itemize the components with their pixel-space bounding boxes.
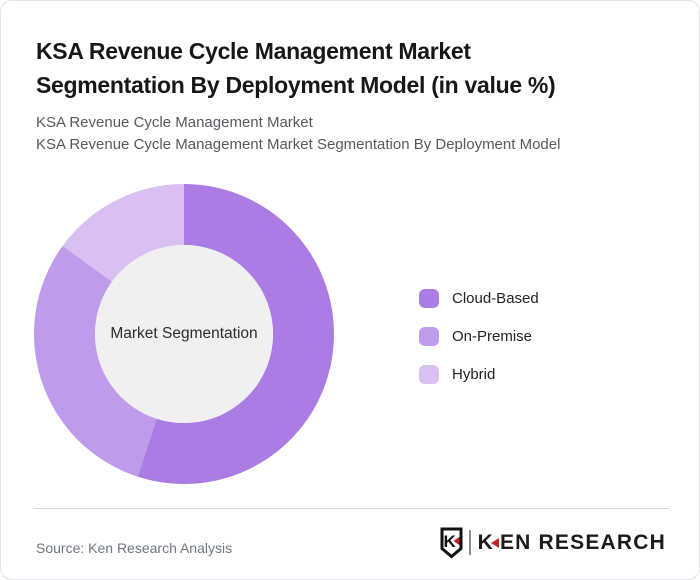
- subtitle-line-2: KSA Revenue Cycle Management Market Segm…: [36, 136, 561, 153]
- ken-research-shield-icon: K: [440, 527, 463, 558]
- legend-label: Hybrid: [452, 366, 496, 383]
- legend-label: Cloud-Based: [452, 290, 539, 307]
- title-line-2: Segmentation By Deployment Model (in val…: [36, 72, 556, 98]
- wordmark-rest: EN RESEARCH: [499, 530, 666, 554]
- shield-red-triangle: [453, 536, 460, 545]
- legend-swatch: [419, 289, 439, 308]
- title-line-1: KSA Revenue Cycle Management Market: [36, 38, 471, 64]
- legend-label: On-Premise: [452, 328, 533, 345]
- wordmark-red-triangle-icon: [490, 537, 499, 548]
- legend-swatch: [419, 327, 439, 346]
- donut-slice-cloud-based: [137, 184, 334, 484]
- donut-slice-on-premise: [34, 245, 157, 477]
- donut-chart: [34, 184, 334, 484]
- ken-research-logo: K K EN RESEARCH: [439, 526, 666, 559]
- legend-swatch: [419, 365, 439, 384]
- footer-divider: [34, 508, 669, 509]
- logo-separator: [468, 530, 471, 555]
- donut-slice-hybrid: [62, 184, 184, 282]
- legend-item-on-premise: On-Premise: [419, 327, 539, 346]
- svg-text:K: K: [443, 532, 456, 551]
- source-text: Source: Ken Research Analysis: [36, 540, 233, 556]
- legend-item-cloud-based: Cloud-Based: [419, 289, 539, 308]
- chart-subtitle: KSA Revenue Cycle Management Market KSA …: [36, 112, 656, 156]
- donut-hole: [95, 245, 273, 423]
- page-title: KSA Revenue Cycle Management Market Segme…: [36, 34, 656, 102]
- chart-legend: Cloud-Based On-Premise Hybrid: [419, 289, 539, 403]
- logo-wordmark: K EN RESEARCH: [478, 531, 666, 555]
- wordmark-k: K: [477, 530, 494, 554]
- subtitle-line-1: KSA Revenue Cycle Management Market: [36, 114, 313, 131]
- legend-item-hybrid: Hybrid: [419, 365, 539, 384]
